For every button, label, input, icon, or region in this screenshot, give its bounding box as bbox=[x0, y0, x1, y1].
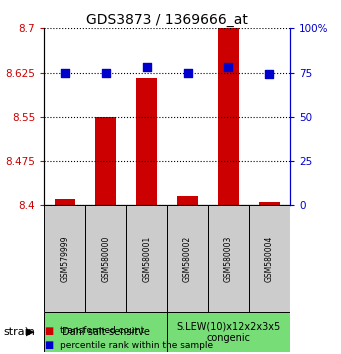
Text: GSM580001: GSM580001 bbox=[142, 235, 151, 281]
Bar bbox=[208, 205, 249, 312]
Text: transformed count: transformed count bbox=[60, 326, 144, 336]
Text: S.LEW(10)x12x2x3x5
congenic: S.LEW(10)x12x2x3x5 congenic bbox=[176, 321, 281, 343]
Point bbox=[226, 64, 231, 70]
Point bbox=[185, 70, 190, 75]
Text: GSM579999: GSM579999 bbox=[60, 235, 69, 282]
Title: GDS3873 / 1369666_at: GDS3873 / 1369666_at bbox=[86, 13, 248, 27]
Text: ▶: ▶ bbox=[27, 327, 35, 337]
Bar bbox=[249, 205, 290, 312]
Text: GSM580003: GSM580003 bbox=[224, 235, 233, 282]
Bar bbox=[44, 312, 167, 352]
Point bbox=[267, 72, 272, 77]
Bar bbox=[55, 199, 75, 205]
Text: Dahl salt-sensitve: Dahl salt-sensitve bbox=[62, 327, 150, 337]
Bar bbox=[177, 196, 198, 205]
Bar bbox=[218, 28, 239, 205]
Bar bbox=[167, 205, 208, 312]
Point bbox=[103, 70, 108, 75]
Text: strain: strain bbox=[3, 327, 35, 337]
Bar bbox=[44, 205, 85, 312]
Text: GSM580000: GSM580000 bbox=[101, 235, 110, 282]
Text: percentile rank within the sample: percentile rank within the sample bbox=[60, 341, 213, 350]
Text: ■: ■ bbox=[44, 340, 54, 350]
Bar bbox=[85, 205, 126, 312]
Bar bbox=[126, 205, 167, 312]
Bar bbox=[95, 117, 116, 205]
Text: GSM580004: GSM580004 bbox=[265, 235, 274, 282]
Bar bbox=[259, 202, 280, 205]
Point bbox=[62, 70, 68, 75]
Point bbox=[144, 64, 149, 70]
Bar bbox=[136, 79, 157, 205]
Bar bbox=[167, 312, 290, 352]
Text: ■: ■ bbox=[44, 326, 54, 336]
Text: GSM580002: GSM580002 bbox=[183, 235, 192, 281]
